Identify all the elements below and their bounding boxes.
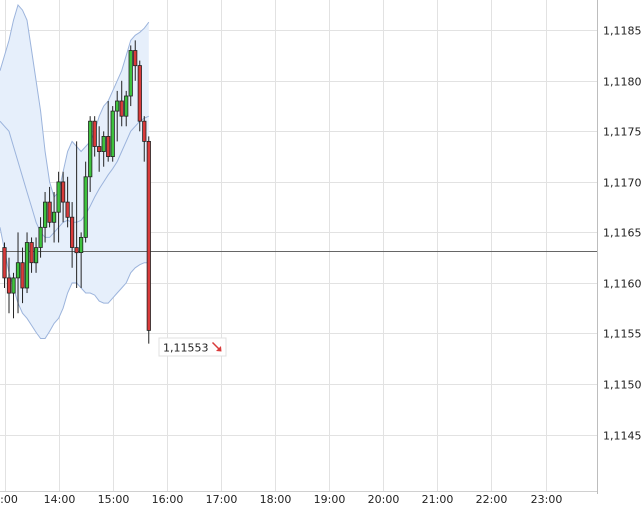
candle-body-down — [142, 120, 147, 142]
candle — [11, 272, 16, 319]
last-price-tag: 1,11553 — [158, 337, 227, 357]
x-tick-label: 16:00 — [152, 493, 184, 506]
candle-body-up — [79, 236, 84, 253]
candle — [29, 237, 34, 273]
candle-body-up — [56, 181, 61, 213]
y-tick-label: 1,1145 — [603, 430, 642, 443]
y-axis-labels: 1,1185 1,1180 1,1175 1,1170 1,1165 1,1160 1,11… — [603, 25, 642, 443]
candle-body-up — [115, 100, 120, 112]
last-price-box — [158, 337, 227, 357]
candle — [74, 141, 79, 288]
candle-body-down — [146, 140, 151, 331]
y-tick-label: 1,1150 — [603, 379, 642, 392]
candle — [43, 191, 48, 243]
x-axis-labels: 3:00 14:00 15:00 16:00 17:00 18:00 19:00 20:00 2… — [0, 493, 562, 506]
candle-body-up — [52, 211, 57, 223]
candle — [142, 116, 147, 162]
candle — [97, 126, 102, 172]
candle — [146, 136, 151, 344]
candle-body-down — [65, 201, 70, 218]
y-tick-label: 1,1170 — [603, 177, 642, 190]
candle — [52, 191, 57, 243]
candle-body-down — [2, 247, 7, 279]
candle — [61, 171, 66, 223]
y-tick-label: 1,1160 — [603, 278, 642, 291]
candle — [56, 171, 61, 243]
candle-body-up — [128, 50, 133, 97]
x-tick-label: 14:00 — [44, 493, 76, 506]
candle — [119, 80, 124, 127]
candle-body-down — [119, 100, 124, 117]
candle — [70, 202, 75, 268]
candle — [92, 116, 97, 157]
candle-body-up — [43, 201, 48, 228]
x-tick-label: 23:00 — [531, 493, 563, 506]
candle — [15, 232, 21, 314]
candle-body-down — [133, 50, 138, 67]
candle — [88, 116, 93, 192]
x-tick-label: 21:00 — [422, 493, 454, 506]
candle — [65, 176, 70, 228]
candle — [20, 247, 25, 304]
x-tick-label: 22:00 — [476, 493, 508, 506]
candle — [24, 232, 30, 294]
x-tick-label: 19:00 — [314, 493, 346, 506]
candle-body-down — [61, 181, 66, 203]
candle-body-down — [20, 262, 25, 289]
candle-body-down — [29, 242, 34, 264]
x-tick-label: 3:00 — [0, 493, 18, 506]
candle-body-down — [74, 247, 79, 254]
y-tick-label: 1,1180 — [603, 76, 642, 89]
candle — [101, 131, 106, 167]
y-tick-label: 1,1165 — [603, 227, 642, 240]
x-tick-label: 15:00 — [98, 493, 130, 506]
candle-body-up — [34, 247, 39, 264]
candle-body-up — [15, 262, 21, 279]
candle — [128, 45, 133, 107]
candle-body-down — [106, 135, 111, 157]
y-tick-label: 1,1185 — [603, 25, 642, 38]
candle-body-down — [137, 65, 142, 122]
candle-body-up — [110, 110, 115, 157]
candle — [110, 106, 115, 162]
candle — [115, 90, 120, 142]
down-arrow-icon — [211, 341, 222, 352]
candle — [137, 60, 142, 132]
candle — [38, 217, 43, 258]
candle-body-up — [38, 226, 43, 248]
x-tick-label: 20:00 — [368, 493, 400, 506]
candle-body-up — [101, 135, 106, 152]
candle-body-down — [47, 201, 52, 223]
candle-body-up — [83, 176, 88, 238]
candle — [6, 257, 12, 314]
candle — [106, 101, 111, 162]
candle — [2, 242, 7, 288]
candle — [47, 186, 52, 228]
candle-body-up — [24, 242, 30, 289]
candle — [79, 232, 84, 288]
candle — [124, 90, 129, 127]
candle-body-down — [92, 120, 97, 147]
candle-body-up — [124, 95, 129, 117]
x-tick-label: 18:00 — [260, 493, 292, 506]
x-tick-label: 17:00 — [206, 493, 238, 506]
candle — [133, 40, 138, 81]
last-price-value: 1,11553 — [163, 342, 209, 355]
candle — [34, 237, 39, 273]
y-tick-label: 1,1175 — [603, 126, 642, 139]
candle-body-down — [70, 216, 75, 248]
candle-body-down — [97, 146, 102, 152]
candle-body-up — [11, 277, 16, 294]
candles — [2, 40, 151, 344]
y-tick-label: 1,1155 — [603, 328, 642, 341]
candle — [83, 161, 88, 243]
candle-body-down — [6, 277, 12, 294]
candle-body-up — [88, 120, 93, 178]
